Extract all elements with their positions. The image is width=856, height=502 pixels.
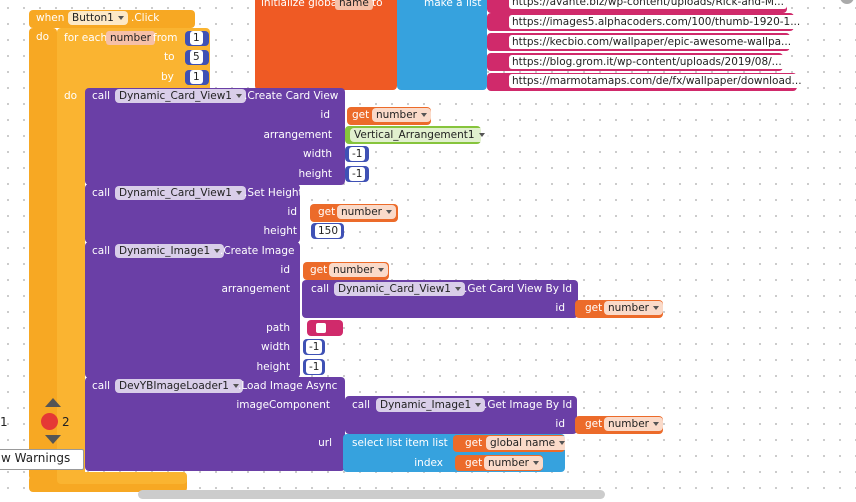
do-text: do <box>36 31 50 43</box>
select-text: select list item list <box>352 437 448 449</box>
list-get-text: get <box>465 437 483 449</box>
url-label-text: url <box>318 437 332 449</box>
arrangement-label-text: arrangement <box>263 129 332 141</box>
to-label-text: to <box>164 51 175 63</box>
call-text: call <box>92 187 111 199</box>
img-id-var-text: number <box>604 417 663 431</box>
call-block <box>85 242 300 378</box>
img-id-label-text: id <box>555 418 565 430</box>
nav-up[interactable] <box>45 398 61 407</box>
keyword-text: for each <box>64 32 108 44</box>
component-text: Dynamic_Card_View1 <box>115 186 246 200</box>
error-icon <box>41 413 58 430</box>
from-label-text: from <box>153 32 178 44</box>
height-label-text: height <box>298 168 332 180</box>
for-each-body <box>57 88 85 480</box>
index-var-text: number <box>484 456 543 470</box>
arr-id-get-text: get <box>585 302 603 314</box>
component-text: DevYBImageLoader1 <box>115 379 243 393</box>
id-label-text: id <box>280 264 290 276</box>
height-text: -1 <box>349 167 366 181</box>
by-text: 1 <box>190 70 203 84</box>
by-label-text: by <box>161 71 174 83</box>
arr-call-text: call <box>311 283 330 295</box>
method-text: .Set Height <box>244 187 303 199</box>
id-var-text: number <box>329 263 388 277</box>
scrollbar[interactable] <box>138 490 605 499</box>
event-body <box>29 28 57 480</box>
arr-method-text: .Get Card View By Id <box>464 283 573 295</box>
img-id-get-text: get <box>585 418 603 430</box>
arr-id-var-text: number <box>604 301 663 315</box>
img-method-text: .Get Image By Id <box>484 399 573 411</box>
keyword-text: initialize global <box>261 0 341 9</box>
item-text: https://marmotamaps.com/de/fx/wallpaper/… <box>509 74 805 88</box>
component-text: Dynamic_Image1 <box>115 244 225 258</box>
to-text: 5 <box>190 50 203 64</box>
for-each-foot <box>57 472 187 484</box>
warnings-count-text: 2 <box>62 415 70 429</box>
id-var-text: number <box>337 205 396 219</box>
img-component-text: Dynamic_Image1 <box>376 398 486 412</box>
make-list-text: make a list <box>424 0 482 9</box>
id-get-text: get <box>310 264 328 276</box>
event-text: .Click <box>131 12 160 24</box>
make-list-block <box>397 0 487 90</box>
variable-text: number <box>106 31 155 45</box>
do-text: do <box>64 90 78 102</box>
item-text: https://images5.alphacoders.com/100/thum… <box>509 15 804 29</box>
empty-text-field <box>316 323 326 333</box>
list-var-text: global name <box>486 436 570 450</box>
path-label-text: path <box>266 322 290 334</box>
to-text: to <box>372 0 383 9</box>
call-text: call <box>92 90 111 102</box>
arr-id-label-text: id <box>555 302 565 314</box>
arrangement-label-text: arrangement <box>221 283 290 295</box>
image-label-text: imageComponent <box>236 399 330 411</box>
id-var-text: number <box>372 108 431 122</box>
component-text: Button1 <box>68 11 128 25</box>
component-text: Dynamic_Card_View1 <box>115 89 246 103</box>
warnings-toggle[interactable] <box>0 449 84 470</box>
from-text: 1 <box>190 31 203 45</box>
call-text: call <box>92 245 111 257</box>
id-label-text: id <box>320 109 330 121</box>
width-text: -1 <box>349 147 366 161</box>
id-get-text: get <box>352 109 370 121</box>
warnings-button-text: w Warnings <box>1 451 71 465</box>
id-label-text: id <box>287 206 297 218</box>
call-block <box>85 88 345 185</box>
method-text: .Create Card View <box>244 90 339 102</box>
height-label-text: height <box>263 225 297 237</box>
index-label-text: index <box>414 457 443 469</box>
item-text: https://kecbio.com/wallpaper/epic-awesom… <box>509 35 795 49</box>
height-label-text: height <box>256 361 290 373</box>
width-label-text: width <box>303 148 332 160</box>
call-text: call <box>92 380 111 392</box>
item-text: https://blog.grom.it/wp-content/uploads/… <box>509 55 785 69</box>
count-text: 1 <box>0 415 8 429</box>
method-text: .Create Image <box>220 245 295 257</box>
height-text: 150 <box>315 224 342 238</box>
height-text: -1 <box>306 360 323 374</box>
img-call-text: call <box>352 399 371 411</box>
when-text: when <box>36 12 65 24</box>
arrangement-text: Vertical_Arrangement1 <box>350 128 489 142</box>
init-global-block <box>255 0 397 90</box>
method-text: .Load Image Async <box>238 380 338 392</box>
width-label-text: width <box>261 341 290 353</box>
width-text: -1 <box>306 340 323 354</box>
id-get-text: get <box>318 206 336 218</box>
arr-component-text: Dynamic_Card_View1 <box>334 282 465 296</box>
corner-icon <box>840 0 854 4</box>
nav-down[interactable] <box>45 435 61 444</box>
item-text: https://avante.biz/wp-content/uploads/Ri… <box>509 0 787 9</box>
index-get-text: get <box>465 457 483 469</box>
name-text: name <box>335 0 373 10</box>
